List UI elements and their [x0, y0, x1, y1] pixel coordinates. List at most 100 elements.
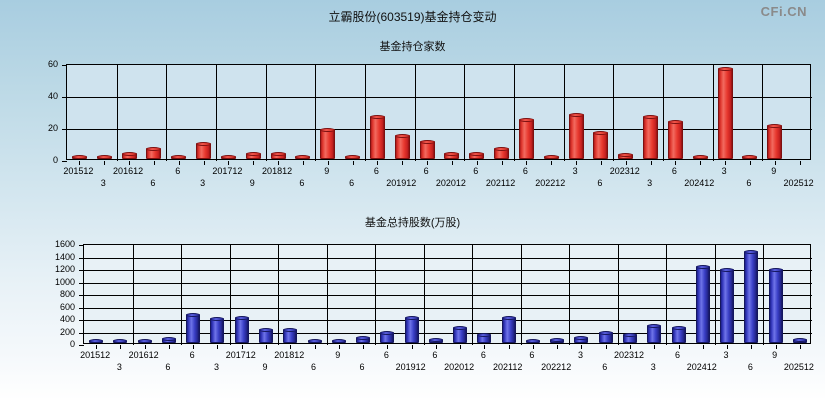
bar[interactable] [121, 151, 137, 159]
bar[interactable] [568, 113, 584, 159]
bar[interactable] [419, 140, 435, 159]
y-axis-label: 600 [59, 301, 75, 312]
bar[interactable] [320, 127, 336, 159]
bar[interactable] [186, 313, 201, 343]
bar[interactable] [667, 119, 683, 159]
bar[interactable] [369, 114, 385, 159]
bar[interactable] [259, 327, 273, 343]
x-axis-label: 202212 [541, 362, 572, 372]
x-axis-tick [96, 345, 97, 349]
x-axis-label: 201912 [395, 362, 426, 372]
bar[interactable] [270, 151, 286, 159]
bar[interactable] [394, 134, 410, 159]
bar[interactable] [574, 336, 589, 343]
bar[interactable] [234, 315, 249, 343]
bar[interactable] [71, 154, 87, 159]
x-axis-tick [484, 345, 485, 349]
x-axis-tick [606, 345, 607, 349]
bar[interactable] [210, 317, 225, 343]
bar[interactable] [717, 66, 733, 159]
gridline-vertical [618, 245, 619, 345]
bar[interactable] [295, 154, 311, 159]
gridline-vertical [762, 65, 763, 161]
x-axis-label: 6 [383, 350, 389, 360]
bar[interactable] [767, 124, 783, 159]
x-axis-tick [750, 161, 751, 165]
bar[interactable] [477, 332, 492, 343]
x-axis-tick [353, 161, 354, 165]
x-axis-tick [651, 161, 652, 165]
bar[interactable] [647, 323, 662, 343]
x-axis-tick [460, 345, 461, 349]
bar[interactable] [171, 154, 187, 159]
bar[interactable] [220, 155, 236, 159]
bar[interactable] [720, 267, 735, 343]
bar[interactable] [356, 336, 371, 343]
gridline-horizontal [84, 283, 812, 284]
bar[interactable] [501, 315, 516, 343]
y-axis-label: 1600 [54, 239, 75, 249]
gridline-horizontal [84, 308, 812, 309]
watermark-label: CFi.CN [760, 4, 807, 19]
bar[interactable] [671, 326, 686, 343]
x-axis-tick [551, 161, 552, 165]
x-axis-label: 9 [262, 362, 268, 372]
bar[interactable] [404, 315, 419, 343]
bar-cap [568, 113, 584, 118]
x-axis-label: 6 [529, 350, 535, 360]
y-axis-tick [79, 308, 84, 309]
bar[interactable] [494, 146, 510, 159]
bar[interactable] [550, 337, 565, 343]
bar[interactable] [768, 267, 783, 343]
bar[interactable] [428, 338, 443, 343]
bar-cap [259, 327, 273, 332]
bar[interactable] [146, 146, 162, 159]
bar[interactable] [792, 338, 807, 343]
bar[interactable] [444, 151, 460, 159]
x-axis-label: 9 [771, 166, 777, 176]
x-axis-tick [601, 161, 602, 165]
x-axis-label: 201512 [63, 166, 94, 176]
bar[interactable] [283, 327, 298, 343]
x-axis-tick [703, 345, 704, 349]
bar[interactable] [692, 155, 708, 159]
x-axis-label: 9 [324, 166, 330, 176]
bar[interactable] [469, 151, 485, 159]
bar[interactable] [623, 332, 637, 343]
bar[interactable] [161, 336, 176, 343]
bar[interactable] [96, 154, 112, 159]
bar[interactable] [598, 331, 613, 343]
x-axis-label: 202112 [485, 178, 516, 188]
bar[interactable] [113, 339, 128, 343]
bar-cap [720, 267, 735, 272]
y-axis-tick [62, 97, 67, 98]
bar[interactable] [89, 339, 104, 343]
bar[interactable] [618, 153, 634, 159]
bar[interactable] [196, 142, 212, 159]
top-chart-subtitle: 基金持仓家数 [379, 41, 446, 53]
bar[interactable] [345, 155, 361, 159]
bar[interactable] [380, 330, 395, 343]
bar-cap [598, 331, 613, 336]
bar[interactable] [331, 339, 346, 343]
x-axis-tick [775, 161, 776, 165]
bar[interactable] [137, 339, 152, 343]
y-axis-label: 1000 [54, 276, 75, 287]
gridline-horizontal [84, 295, 812, 296]
bar[interactable] [525, 339, 540, 343]
bar[interactable] [742, 155, 758, 159]
bar[interactable] [744, 250, 759, 343]
bar[interactable] [593, 130, 609, 159]
bar[interactable] [245, 151, 261, 159]
bar[interactable] [695, 265, 710, 343]
bar[interactable] [453, 325, 468, 343]
bar[interactable] [307, 339, 322, 343]
bar[interactable] [543, 154, 559, 159]
bar[interactable] [518, 118, 534, 159]
bar[interactable] [643, 114, 659, 159]
y-axis-tick [62, 65, 67, 66]
gridline-horizontal [84, 333, 812, 334]
gridline-vertical [181, 245, 182, 345]
x-axis-tick [626, 161, 627, 165]
